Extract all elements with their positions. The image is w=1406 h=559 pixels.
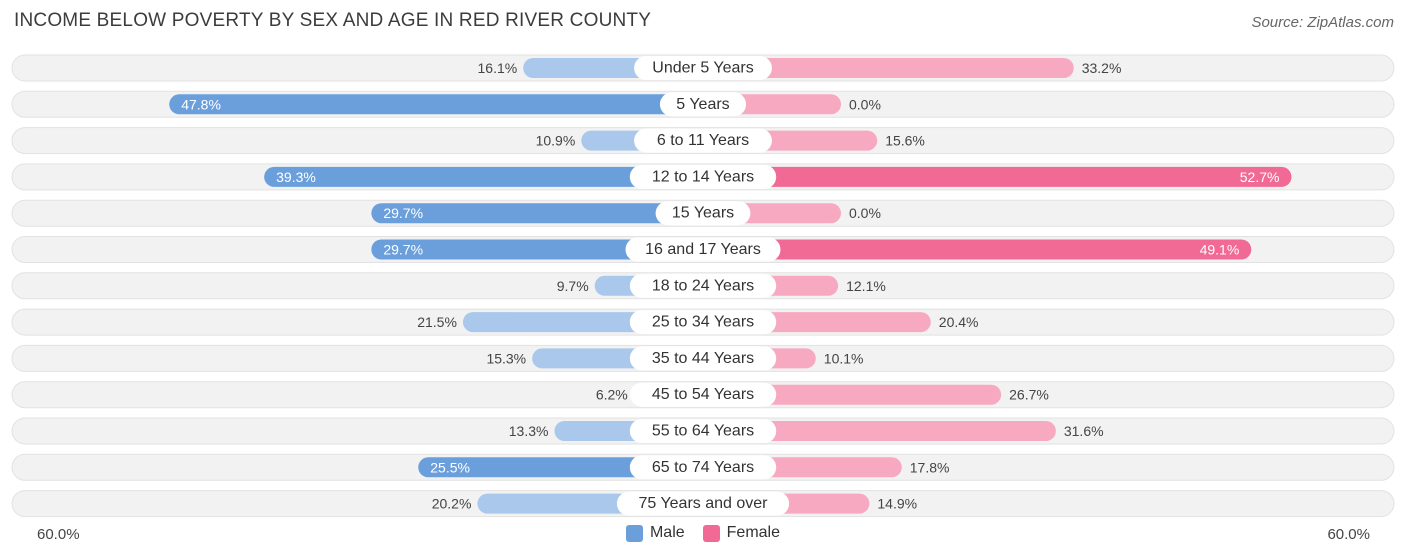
value-label-male: 39.3%: [276, 169, 316, 185]
category-pill: [634, 56, 772, 80]
value-label-female: 33.2%: [1082, 60, 1122, 76]
value-label-male: 15.3%: [486, 350, 526, 366]
bar-male: [371, 203, 703, 224]
value-label-female: 14.9%: [877, 496, 917, 512]
value-label-male: 25.5%: [430, 459, 470, 475]
category-pill: [634, 128, 772, 153]
category-pill: [629, 310, 777, 335]
value-label-male: 29.7%: [383, 242, 423, 258]
value-label-female: 10.1%: [824, 350, 864, 366]
value-label-male: 10.9%: [536, 133, 576, 149]
value-label-female: 0.0%: [849, 205, 881, 221]
category-label: 15 Years: [672, 205, 734, 222]
category-pill: [655, 201, 751, 226]
bar-male: [169, 94, 703, 115]
category-label: 45 to 54 Years: [652, 386, 754, 403]
category-label: Under 5 Years: [652, 60, 753, 77]
bar-female: [703, 166, 1292, 187]
category-pill: [625, 237, 781, 262]
value-label-male: 47.8%: [181, 96, 221, 112]
category-pill: [629, 164, 777, 189]
value-label-male: 9.7%: [557, 278, 589, 294]
category-pill: [629, 455, 777, 480]
axis-max-label: 60.0%: [1327, 526, 1370, 543]
category-pill: [629, 273, 777, 298]
category-pill: [629, 382, 777, 407]
value-label-male: 29.7%: [383, 205, 423, 221]
bar-female: [703, 58, 1074, 78]
value-label-female: 20.4%: [939, 314, 979, 330]
value-label-male: 20.2%: [432, 496, 472, 512]
category-pill: [629, 419, 777, 443]
bar-male: [264, 166, 703, 187]
legend-item-female[interactable]: Female: [702, 524, 781, 542]
category-label: 18 to 24 Years: [652, 277, 754, 294]
value-label-female: 52.7%: [1240, 169, 1280, 185]
bar-female: [703, 421, 1056, 441]
category-label: 16 and 17 Years: [645, 241, 761, 258]
category-label: 55 to 64 Years: [652, 423, 754, 440]
category-label: 6 to 11 Years: [657, 132, 749, 149]
legend-item-male[interactable]: Male: [625, 524, 685, 542]
legend-label-male: Male: [649, 524, 685, 541]
bar-female: [703, 384, 1002, 405]
bar-male: [371, 239, 703, 260]
value-label-female: 26.7%: [1009, 387, 1049, 403]
category-label: 65 to 74 Years: [652, 459, 754, 476]
category-label: 12 to 14 Years: [652, 168, 754, 185]
category-label: 5 Years: [676, 96, 729, 113]
value-label-female: 12.1%: [846, 278, 886, 294]
bar-female: [703, 239, 1252, 260]
legend-label-female: Female: [726, 524, 781, 541]
category-label: 35 to 44 Years: [652, 350, 754, 367]
chart-canvas: 16.1% 33.2% Under 5 Years 47.8% 0.0% 5 Years 1…: [11, 54, 1395, 518]
value-label-male: 21.5%: [417, 314, 457, 330]
category-pill: [629, 346, 777, 371]
chart-source: Source: ZipAtlas.com: [1251, 14, 1394, 31]
value-label-female: 0.0%: [849, 96, 881, 112]
axis-min-label: 60.0%: [37, 526, 80, 543]
legend-swatch-female: [702, 524, 720, 542]
value-label-female: 31.6%: [1064, 423, 1104, 439]
category-pill: [659, 92, 747, 117]
value-label-male: 6.2%: [596, 387, 628, 403]
value-label-female: 15.6%: [885, 133, 925, 149]
category-pill: [616, 491, 790, 516]
value-label-male: 16.1%: [478, 60, 518, 76]
legend-swatch-male: [625, 524, 643, 542]
value-label-male: 13.3%: [509, 423, 549, 439]
value-label-female: 49.1%: [1200, 242, 1240, 258]
chart-title: INCOME BELOW POVERTY BY SEX AND AGE IN R…: [14, 10, 652, 31]
value-label-female: 17.8%: [910, 459, 950, 475]
legend: Male Female: [0, 524, 1406, 542]
category-label: 75 Years and over: [639, 495, 769, 512]
category-label: 25 to 34 Years: [652, 314, 754, 331]
